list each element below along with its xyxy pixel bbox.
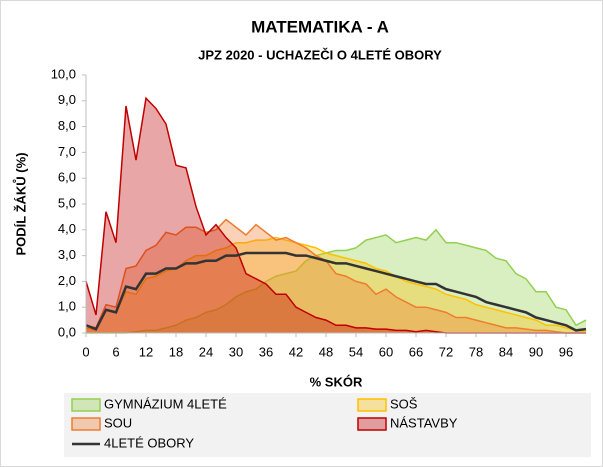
area <box>86 229 586 333</box>
x-tick-label: 12 <box>139 344 153 359</box>
chart-subtitle: JPZ 2020 - UCHAZEČI O 4LETÉ OBORY <box>198 47 442 62</box>
legend-label: GYMNÁZIUM 4LETÉ <box>104 396 227 411</box>
x-tick-label: 42 <box>289 344 303 359</box>
y-tick-label: 2,0 <box>58 273 76 288</box>
chart-title: MATEMATIKA - A <box>251 17 389 36</box>
y-tick-label: 1,0 <box>58 299 76 314</box>
x-tick-label: 6 <box>112 344 119 359</box>
legend-swatch <box>357 417 387 431</box>
x-tick-label: 84 <box>499 344 513 359</box>
x-tick-label: 72 <box>439 344 453 359</box>
x-tick-label: 36 <box>259 344 273 359</box>
x-axis-label: % SKÓR <box>310 374 363 389</box>
legend-label: SOŠ <box>390 396 418 411</box>
y-tick-label: 6,0 <box>58 170 76 185</box>
y-tick-label: 8,0 <box>58 118 76 133</box>
y-tick-label: 3,0 <box>58 247 76 262</box>
area <box>86 98 586 333</box>
x-tick-label: 90 <box>529 344 543 359</box>
area-edge <box>86 228 587 334</box>
area-edge <box>85 236 587 333</box>
legend-swatch <box>71 417 101 431</box>
area <box>86 219 586 333</box>
legend-label: 4LETÉ OBORY <box>104 435 194 450</box>
legend-label: SOU <box>104 415 132 430</box>
legend-swatch <box>71 398 101 412</box>
x-tick-label: 66 <box>409 344 423 359</box>
area-edge <box>85 218 586 334</box>
y-tick-label: 0,0 <box>58 324 76 339</box>
x-tick-label: 30 <box>229 344 243 359</box>
legend-label: NÁSTAVBY <box>390 415 458 430</box>
y-tick-label: 5,0 <box>58 195 76 210</box>
y-tick-label: 10,0 <box>51 66 76 81</box>
x-tick-label: 54 <box>349 344 363 359</box>
x-tick-label: 24 <box>199 344 213 359</box>
x-tick-label: 0 <box>82 344 89 359</box>
legend-swatch <box>357 398 387 412</box>
y-axis-label: PODÍL ŽÁKŮ (%) <box>12 152 28 255</box>
legend-box <box>64 393 591 457</box>
y-tick-label: 4,0 <box>58 221 76 236</box>
line <box>85 251 587 332</box>
x-tick-label: 60 <box>379 344 393 359</box>
y-tick-label: 9,0 <box>58 92 76 107</box>
x-tick-label: 18 <box>169 344 183 359</box>
x-tick-label: 96 <box>559 344 573 359</box>
y-tick-label: 7,0 <box>58 144 76 159</box>
x-tick-label: 48 <box>319 344 333 359</box>
x-tick-label: 78 <box>469 344 483 359</box>
